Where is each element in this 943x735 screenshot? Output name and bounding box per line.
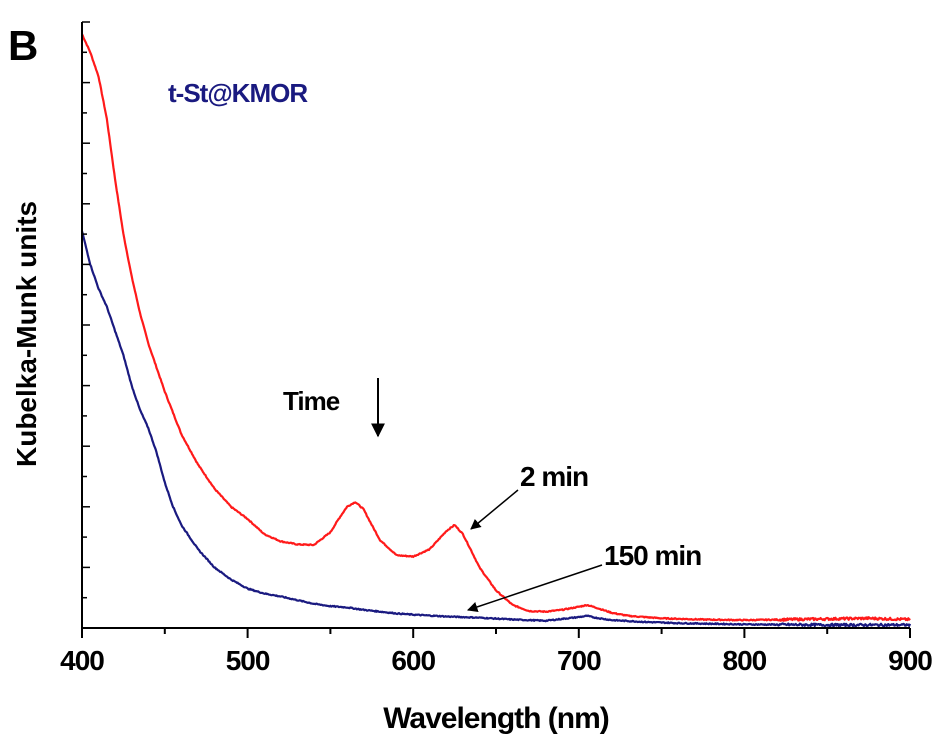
annotation-150min: 150 min xyxy=(467,540,702,612)
x-tick-label: 500 xyxy=(226,645,270,676)
plot-area: 400 500 600 700 800 900 xyxy=(60,21,933,676)
x-axis-label: Wavelength (nm) xyxy=(383,702,609,735)
y-axis-label: Kubelka-Munk units xyxy=(11,201,42,467)
series-line-2min xyxy=(81,33,911,622)
annotation-time: Time xyxy=(283,378,385,438)
annotation-2min: 2 min xyxy=(470,461,589,530)
x-ticks: 400 500 600 700 800 900 xyxy=(60,628,933,676)
annotation-time-label: Time xyxy=(283,386,340,416)
x-tick-label: 600 xyxy=(391,645,435,676)
series-line-150min xyxy=(80,230,912,628)
series-group xyxy=(80,33,912,628)
annotation-150min-label: 150 min xyxy=(604,540,701,571)
x-tick-label: 700 xyxy=(557,645,601,676)
arrow-2min xyxy=(470,489,519,530)
y-ticks xyxy=(82,21,90,629)
x-tick-label: 400 xyxy=(60,645,104,676)
x-tick-label: 800 xyxy=(723,645,767,676)
chart-title: t-St@KMOR xyxy=(168,78,308,108)
arrow-150min xyxy=(467,564,603,612)
x-tick-label: 900 xyxy=(888,645,932,676)
panel-label: B xyxy=(8,22,38,69)
annotation-2min-label: 2 min xyxy=(520,461,588,492)
